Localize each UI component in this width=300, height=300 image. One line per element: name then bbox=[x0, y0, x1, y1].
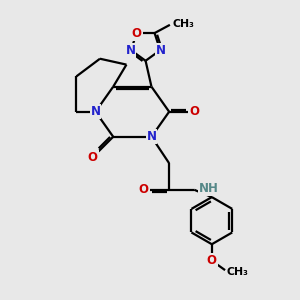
Text: O: O bbox=[132, 27, 142, 40]
Text: N: N bbox=[146, 130, 157, 143]
Text: N: N bbox=[91, 105, 100, 118]
Text: O: O bbox=[139, 183, 148, 196]
Text: O: O bbox=[207, 254, 217, 267]
Text: CH₃: CH₃ bbox=[172, 19, 194, 29]
Text: O: O bbox=[88, 151, 98, 164]
Text: CH₃: CH₃ bbox=[226, 268, 248, 278]
Text: NH: NH bbox=[199, 182, 218, 195]
Text: O: O bbox=[190, 105, 200, 118]
Text: N: N bbox=[125, 44, 135, 57]
Text: N: N bbox=[156, 44, 166, 57]
